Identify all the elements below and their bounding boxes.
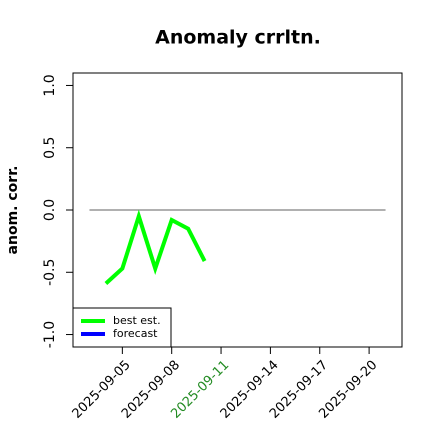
y-tick-label: 0.0 [42, 199, 58, 221]
chart-title: Anomaly crrltn. [155, 27, 321, 49]
legend-box [72, 307, 172, 348]
y-tick-label: -1.0 [42, 321, 58, 348]
y-tick-label: 1.0 [42, 74, 58, 96]
y-tick-label: -0.5 [42, 259, 58, 286]
series-line [104, 209, 207, 285]
y-tick-label: 0.5 [42, 137, 58, 159]
legend-label: best est. [113, 314, 161, 327]
legend-label: forecast [113, 327, 158, 340]
y-axis-label: anom. corr. [5, 166, 21, 255]
legend: best est.forecast [72, 307, 172, 348]
